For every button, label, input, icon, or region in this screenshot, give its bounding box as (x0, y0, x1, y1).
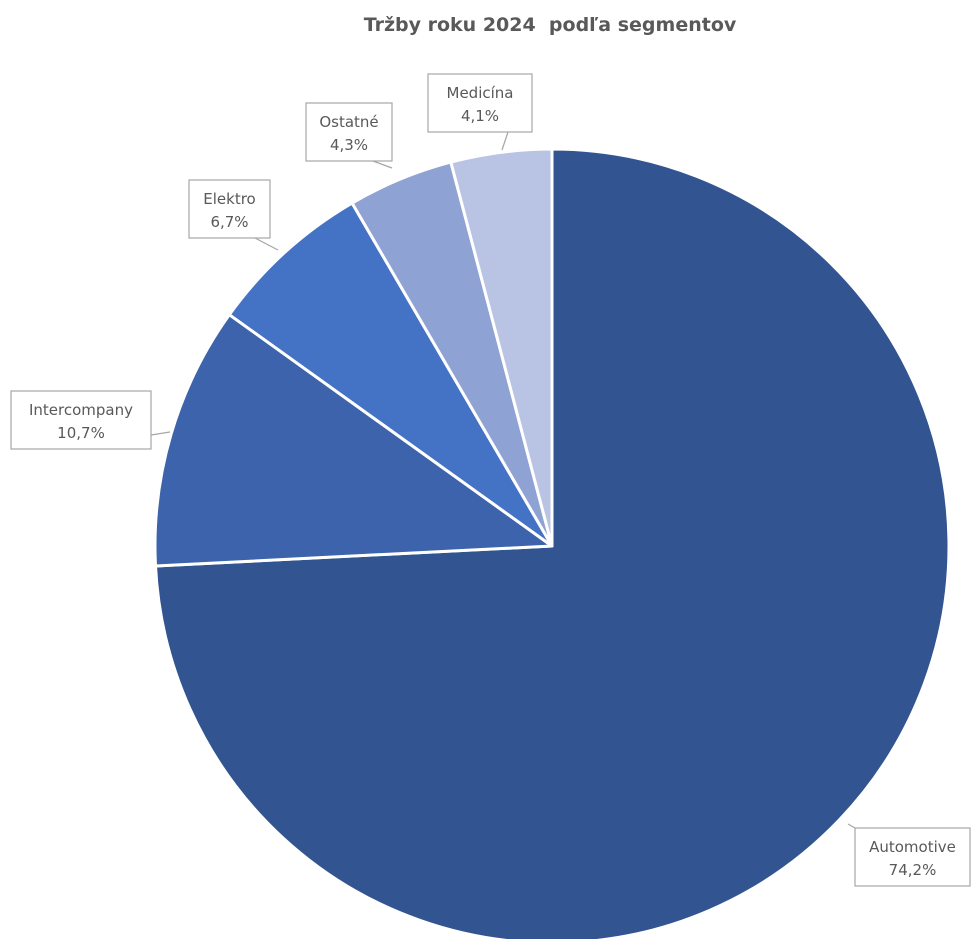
data-label-box (10, 390, 152, 450)
data-label-category: Medicína (447, 84, 514, 102)
data-label-box (854, 827, 971, 887)
pie-data-labels: Automotive 74,2% Intercompany 10,7% Elektro 6… (10, 73, 971, 887)
data-label-medicina: Medicína 4,1% (427, 73, 533, 151)
data-label-ostatne: Ostatné 4,3% (305, 102, 393, 169)
leader-line (150, 431, 171, 436)
data-label-box (305, 102, 393, 162)
data-label-intercompany: Intercompany 10,7% (10, 390, 171, 450)
leader-line (847, 823, 856, 829)
pie-slices (153, 147, 951, 939)
pie-slice-intercompany (153, 313, 554, 568)
leader-line (372, 160, 393, 169)
data-label-value: 10,7% (57, 424, 105, 442)
pie-slice-elektro (227, 201, 554, 548)
data-label-category: Elektro (203, 190, 255, 208)
data-label-value: 4,1% (461, 107, 499, 125)
data-label-category: Automotive (869, 838, 956, 856)
leader-line (254, 237, 279, 251)
data-label-value: 4,3% (330, 136, 368, 154)
data-label-box (188, 179, 271, 239)
data-label-elektro: Elektro 6,7% (188, 179, 279, 251)
chart-title: Tržby roku 2024 podľa segmentov (363, 14, 737, 36)
data-label-category: Intercompany (29, 401, 133, 419)
data-label-category: Ostatné (319, 113, 378, 131)
data-label-value: 6,7% (210, 213, 248, 231)
leader-line (501, 131, 509, 151)
pie-slice-medicina (449, 147, 554, 548)
data-label-value: 74,2% (889, 861, 937, 879)
data-label-automotive: Automotive 74,2% (847, 823, 971, 887)
data-label-box (427, 73, 533, 133)
